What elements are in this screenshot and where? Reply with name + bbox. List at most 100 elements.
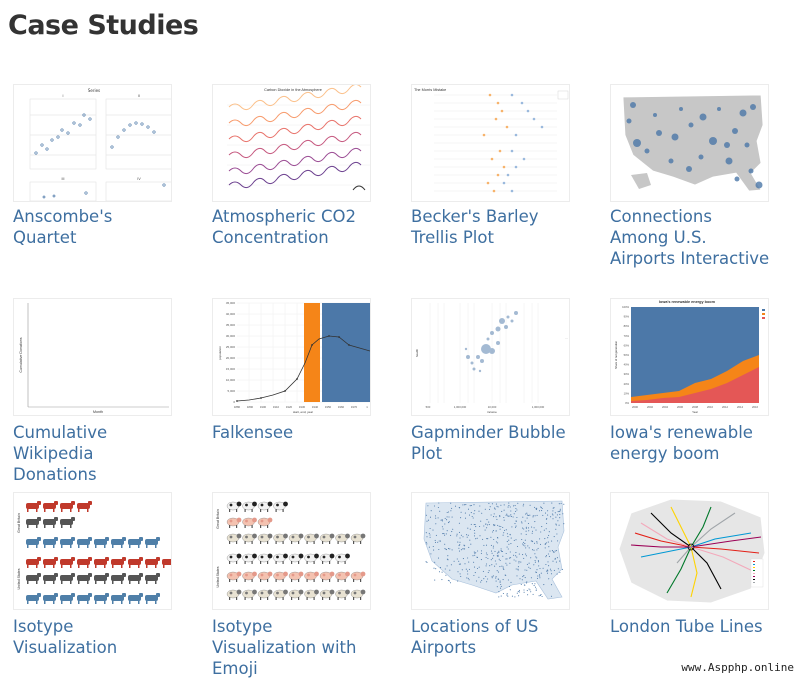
- tick-label: 2012: [722, 405, 728, 409]
- airport-dot: [483, 578, 485, 580]
- emoji-animal-icon: [319, 533, 335, 544]
- thumbnail-barley[interactable]: The Morris Mistake: [411, 84, 570, 202]
- airport-dot: [556, 533, 558, 535]
- airport-dot: [542, 514, 544, 516]
- thumbnail-gapminder[interactable]: … 500 1,000,000 10,000 1,000,000 income …: [411, 298, 570, 416]
- airport-dot: [524, 520, 526, 522]
- airport-dot: [557, 568, 559, 570]
- airport-dot: [532, 516, 534, 518]
- thumbnail-isotype[interactable]: Great Britain United States: [13, 492, 172, 610]
- case-title-link[interactable]: Becker's Barley Trellis Plot: [411, 207, 539, 247]
- airport-dot: [477, 550, 479, 552]
- case-title-link[interactable]: Cumulative Wikipedia Donations: [13, 423, 108, 484]
- airport-dot: [514, 505, 516, 507]
- airport-dot: [517, 569, 519, 571]
- tick-label: 5,000: [227, 389, 235, 393]
- airport-dot: [473, 561, 475, 563]
- emoji-animal-icon: [288, 571, 304, 582]
- thumbnail-iowa[interactable]: Iowa's renewable energy boom 100% 90% 80…: [610, 298, 769, 416]
- airport-dot: [530, 577, 532, 579]
- airport-dot: [458, 547, 460, 549]
- thumbnail-airports-connections[interactable]: [610, 84, 769, 202]
- airport-dot: [464, 545, 466, 547]
- airport-dot: [545, 556, 547, 558]
- airport-dot: [487, 557, 489, 560]
- airport-dot: [552, 514, 554, 516]
- airport-dot: [551, 502, 553, 504]
- case-title-link[interactable]: Atmospheric CO2 Concentration: [212, 207, 357, 247]
- case-title-link[interactable]: London Tube Lines: [610, 617, 763, 636]
- airport-dot: [440, 519, 442, 521]
- airport-dot: [529, 514, 531, 516]
- case-title-link[interactable]: Iowa's renewable energy boom: [610, 423, 753, 463]
- thumbnail-wikipedia[interactable]: Cumulative Donations Month: [13, 298, 172, 416]
- thumbnail-co2[interactable]: Carbon Dioxide in the Atmosphere: [212, 84, 371, 202]
- airport-dot: [491, 575, 493, 577]
- thumbnail-isotype-emoji[interactable]: Great Britain United States: [212, 492, 371, 610]
- tick-label: 100%: [622, 305, 629, 309]
- case-title-link[interactable]: Falkensee: [212, 423, 294, 442]
- airport-dot: [492, 530, 494, 532]
- tick-label: 1,000,000: [532, 405, 545, 409]
- thumbnail-falkensee[interactable]: 45,000 40,000 35,000 30,000 25,000 20,00…: [212, 298, 371, 416]
- case-title-link[interactable]: Connections Among U.S. Airports Interact…: [610, 207, 770, 268]
- tick-label: 1930: [299, 405, 306, 409]
- airport-dot: [495, 530, 497, 532]
- airport-dot: [541, 595, 543, 598]
- tick-label: 80%: [624, 324, 630, 328]
- tick-label: 1920: [286, 405, 293, 409]
- animal-icon: [60, 537, 75, 548]
- airport-dot: [536, 577, 539, 579]
- airport-dot: [493, 523, 495, 526]
- airport-dot: [505, 529, 507, 531]
- airport-dot: [495, 563, 497, 565]
- emoji-animal-icon: [335, 571, 350, 582]
- airport-dot: [534, 521, 536, 523]
- airport-dot: [553, 536, 555, 538]
- airport-dot: [539, 538, 541, 540]
- airport-dot: [502, 579, 504, 581]
- airport-dot: [444, 548, 446, 550]
- animal-icon: [43, 557, 58, 568]
- airport-dot: [499, 515, 501, 517]
- axis-label: population: [218, 346, 222, 360]
- airport-dot: [485, 563, 488, 565]
- airport-dot: [493, 538, 495, 541]
- airport-dot: [425, 541, 427, 543]
- airport-dot: [483, 525, 485, 527]
- tick-label: 1910: [273, 405, 280, 409]
- thumbnail-anscombe[interactable]: Series I II III IV: [13, 84, 172, 202]
- tick-label: 25,000: [226, 345, 236, 349]
- airport-dot: [456, 533, 458, 535]
- case-title-link[interactable]: Anscombe's Quartet: [13, 207, 113, 247]
- case-title-link[interactable]: Isotype Visualization: [13, 617, 118, 657]
- airport-dot: [544, 512, 547, 514]
- airport-dot: [512, 505, 515, 507]
- airport-dot: [488, 502, 490, 505]
- airport-dot: [447, 511, 450, 513]
- airport-dot: [539, 543, 542, 545]
- airport-dot: [497, 506, 499, 508]
- airport-dot: [490, 536, 492, 538]
- airport-dot: [503, 516, 505, 519]
- airport-dot: [526, 569, 528, 571]
- thumbnail-us-airports[interactable]: [411, 492, 570, 610]
- case-title-link[interactable]: Gapminder Bubble Plot: [411, 423, 566, 463]
- animal-icon: [128, 593, 143, 604]
- airport-dot: [535, 571, 538, 574]
- airport-dot: [496, 570, 498, 572]
- thumbnail-london-tube[interactable]: [610, 492, 769, 610]
- airport-dot: [516, 509, 518, 511]
- emoji-animal-icon: [304, 553, 319, 564]
- emoji-animal-icon: [226, 571, 242, 582]
- tick-label: 0%: [625, 401, 629, 405]
- airport-dot: [451, 507, 453, 509]
- tick-label: 0: [233, 400, 235, 404]
- airport-dot: [521, 579, 523, 581]
- airport-dot: [433, 567, 435, 569]
- case-title-link[interactable]: Isotype Visualization with Emoji: [212, 617, 357, 678]
- case-title-link[interactable]: Locations of US Airports: [411, 617, 539, 657]
- airport-dot: [537, 560, 539, 562]
- airport-dot: [495, 576, 497, 578]
- airport-dot: [468, 546, 470, 548]
